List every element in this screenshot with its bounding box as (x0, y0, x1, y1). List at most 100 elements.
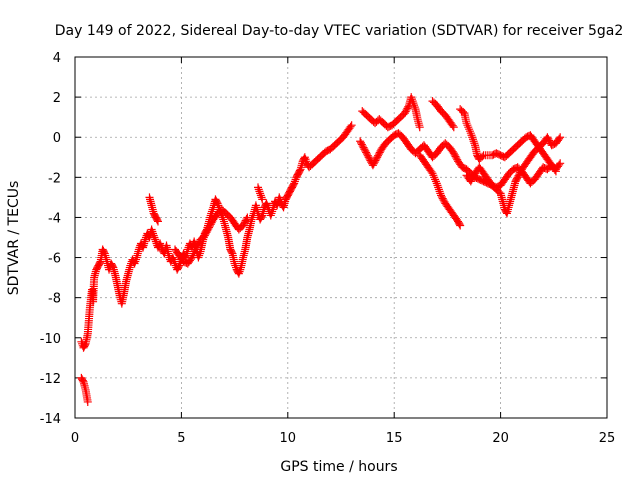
data-point-169 (149, 231, 158, 240)
data-point-585 (407, 93, 416, 102)
y-tick-label-0: -14 (40, 412, 61, 427)
data-point-539 (254, 183, 263, 192)
data-point-400 (289, 180, 298, 189)
data-point-208 (175, 261, 184, 270)
data-point-417 (300, 153, 309, 162)
y-tick-labels: -14 -12 -10 -8 -6 -4 -2 0 2 4 (40, 51, 61, 427)
data-point-167 (148, 227, 157, 236)
data-point-309 (235, 267, 244, 276)
data-point-542 (256, 189, 265, 198)
data-point-221 (183, 245, 192, 254)
data-point-454 (346, 122, 355, 131)
data-point-95 (108, 262, 117, 271)
data-point-589 (410, 101, 419, 110)
data-point-271 (213, 199, 222, 208)
data-point-788 (433, 181, 442, 190)
data-point-302 (230, 259, 239, 268)
data-point-365 (266, 211, 275, 220)
data-point-455 (347, 121, 356, 130)
data-point-812 (455, 220, 464, 229)
data-point-845 (465, 127, 474, 136)
x-tick-label-5: 25 (599, 431, 616, 446)
data-point-140 (131, 257, 140, 266)
y-tick-label-3: -8 (48, 292, 61, 307)
data-point-843 (464, 123, 473, 132)
data-point-278 (218, 213, 227, 222)
data-point-541 (255, 187, 264, 196)
data-point-538 (153, 217, 162, 226)
data-point-847 (467, 131, 476, 140)
data-point-544 (257, 193, 266, 202)
data-point-170 (150, 233, 159, 242)
y-tick-label-7: 0 (53, 131, 61, 146)
data-point-600 (415, 123, 424, 132)
data-point-791 (435, 187, 444, 196)
data-point-846 (466, 129, 475, 138)
data-point-310 (236, 265, 245, 274)
data-point-359 (262, 199, 271, 208)
data-point-403 (291, 175, 300, 184)
data-point-200 (169, 255, 178, 264)
data-point-474 (190, 247, 199, 256)
data-point-787 (432, 179, 441, 188)
data-point-72 (95, 258, 104, 267)
data-point-178 (156, 239, 165, 248)
data-point-270 (212, 198, 221, 207)
data-point-587 (408, 97, 417, 106)
data-point-263 (208, 205, 217, 214)
y-tick-label-1: -12 (40, 372, 61, 387)
data-point-545 (258, 195, 267, 204)
plot-frame (74, 56, 608, 419)
data-point-813 (456, 221, 465, 230)
data-point-367 (268, 207, 277, 216)
data-point-841 (462, 119, 471, 128)
x-axis-title: GPS time / hours (280, 459, 397, 475)
data-point-308 (234, 269, 243, 278)
data-point-141 (132, 255, 141, 264)
x-tick-label-2: 10 (280, 431, 297, 446)
data-point-586 (407, 95, 416, 104)
data-points (77, 93, 565, 406)
data-point-848 (468, 133, 477, 142)
data-point-419 (302, 157, 311, 166)
series-0 (77, 93, 565, 406)
data-point-588 (409, 99, 418, 108)
data-point-199 (168, 253, 177, 262)
data-point-401 (290, 179, 299, 188)
data-point-782 (428, 169, 437, 178)
data-point-472 (188, 251, 197, 260)
data-point-470 (186, 255, 195, 264)
data-point-172 (151, 237, 160, 246)
data-point-19 (80, 341, 89, 350)
data-point-146 (134, 245, 143, 254)
data-point-156 (141, 235, 150, 244)
data-point-193 (164, 251, 173, 260)
data-point-81 (100, 248, 109, 257)
data-point-540 (254, 185, 263, 194)
data-point-835 (459, 107, 468, 116)
data-point-844 (465, 125, 474, 134)
data-point-171 (151, 235, 160, 244)
data-point-418 (301, 155, 310, 164)
data-point-139 (130, 259, 139, 268)
data-point-207 (174, 262, 183, 271)
data-point-831 (448, 121, 457, 130)
data-point-13 (83, 397, 92, 406)
data-point-133 (126, 261, 135, 270)
y-tick-label-5: -4 (48, 211, 61, 226)
x-tick-label-4: 20 (492, 431, 509, 446)
data-point-784 (430, 173, 439, 182)
data-point-790 (434, 185, 443, 194)
data-point-851 (470, 139, 479, 148)
data-point-785 (431, 175, 440, 184)
data-point-166 (147, 225, 156, 234)
data-point-786 (431, 177, 440, 186)
data-point-783 (429, 171, 438, 180)
data-point-850 (469, 137, 478, 146)
y-tick-label-8: 2 (53, 91, 61, 106)
data-point-952 (495, 188, 504, 197)
x-tick-label-1: 5 (177, 431, 185, 446)
data-point-2 (78, 376, 87, 385)
data-point-842 (463, 121, 472, 130)
